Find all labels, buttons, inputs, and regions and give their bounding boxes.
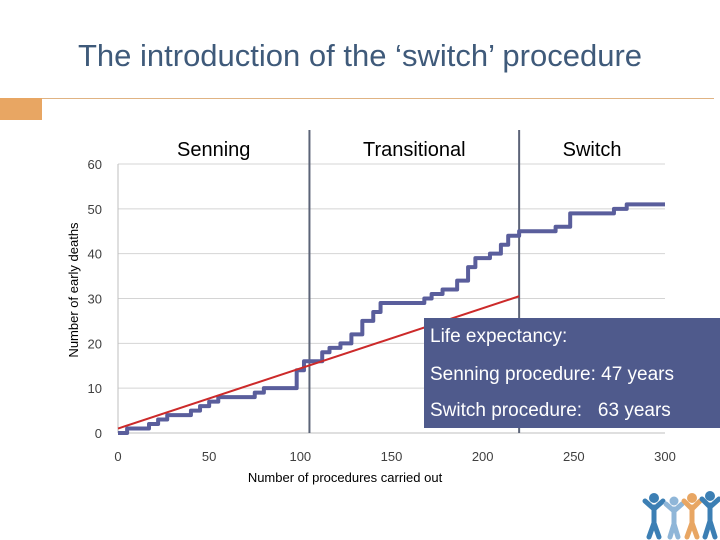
people-group-icon: [642, 491, 720, 540]
y-tick-label-0: 0: [95, 426, 102, 441]
x-tick-label-200: 200: [472, 449, 494, 464]
x-axis-label: Number of procedures carried out: [248, 470, 443, 485]
x-tick-label-0: 0: [114, 449, 121, 464]
y-tick-label-60: 60: [88, 157, 102, 172]
y-tick-label-40: 40: [88, 247, 102, 262]
switch-life-expectancy: Switch procedure: 63 years: [430, 400, 671, 421]
x-tick-label-150: 150: [381, 449, 403, 464]
accent-bar: [0, 98, 42, 120]
region-label-transitional: Transitional: [363, 139, 466, 161]
y-tick-label-10: 10: [88, 381, 102, 396]
accent-bar-thin: [0, 118, 10, 119]
page-title: The introduction of the ‘switch’ procedu…: [77, 38, 643, 73]
x-tick-label-250: 250: [563, 449, 585, 464]
y-tick-label-30: 30: [88, 292, 102, 307]
life-expectancy-box: [424, 318, 720, 428]
y-tick-label-20: 20: [88, 336, 102, 351]
senning-life-expectancy: Senning procedure: 47 years: [430, 364, 674, 385]
x-tick-label-100: 100: [289, 449, 311, 464]
x-tick-label-50: 50: [202, 449, 216, 464]
y-axis-label: Number of early deaths: [66, 222, 81, 358]
x-tick-label-300: 300: [654, 449, 676, 464]
y-tick-label-50: 50: [88, 202, 102, 217]
cumulative-deaths-step-line: [118, 202, 665, 435]
life-expectancy-heading: Life expectancy:: [430, 326, 568, 347]
region-label-senning: Senning: [177, 139, 250, 161]
region-label-switch: Switch: [563, 139, 622, 161]
title-rule: [42, 98, 714, 99]
